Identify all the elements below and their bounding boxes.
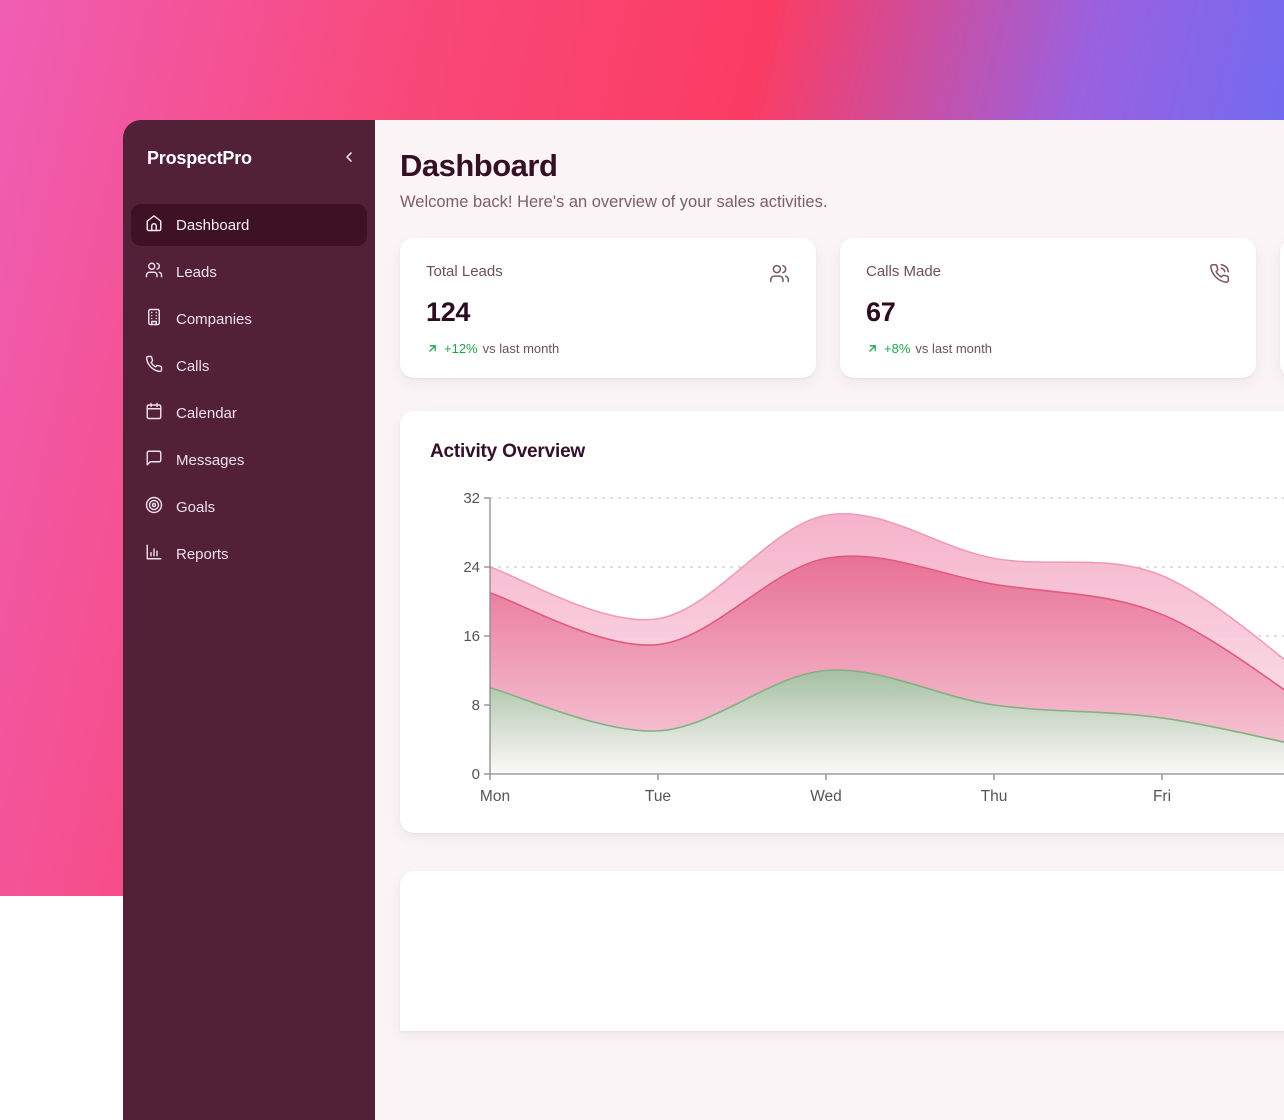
x-tick-label: Fri [1153, 788, 1171, 805]
page-subtitle: Welcome back! Here's an overview of your… [400, 193, 1284, 212]
sidebar-collapse-button[interactable] [341, 149, 357, 168]
sidebar-item-leads[interactable]: Leads [131, 251, 367, 293]
stat-value: 124 [426, 297, 790, 328]
sidebar-item-label: Dashboard [176, 217, 249, 234]
phone-icon [145, 355, 163, 377]
sidebar-item-messages[interactable]: Messages [131, 439, 367, 481]
y-tick-label: 0 [472, 766, 480, 783]
brand-logo: ProspectPro [147, 148, 252, 169]
x-tick-label: Mon [480, 788, 510, 805]
card-partial-bottom [400, 871, 1284, 1031]
sidebar: ProspectPro Dashboard Leads [123, 120, 375, 1120]
trend-suffix: vs last month [915, 341, 992, 356]
stat-label: Calls Made [866, 263, 941, 280]
chart-title: Activity Overview [430, 441, 1284, 463]
sidebar-nav: Dashboard Leads Companies Calls Calendar [131, 204, 367, 575]
calendar-icon [145, 402, 163, 424]
sidebar-item-label: Goals [176, 499, 215, 516]
trend-up-icon [866, 342, 879, 355]
bar-chart-icon [145, 543, 163, 565]
sidebar-header: ProspectPro [131, 144, 367, 172]
stat-card-partial [1280, 238, 1284, 378]
trend-up-icon [426, 342, 439, 355]
users-icon [769, 263, 790, 289]
stats-row: Total Leads 124 +12% vs last month Calls… [400, 238, 1284, 378]
sidebar-item-dashboard[interactable]: Dashboard [131, 204, 367, 246]
stat-card-total-leads: Total Leads 124 +12% vs last month [400, 238, 816, 378]
page-title: Dashboard [400, 148, 1284, 184]
y-tick-label: 16 [463, 628, 480, 645]
sidebar-item-reports[interactable]: Reports [131, 533, 367, 575]
activity-overview-card: Activity Overview 0 8 16 24 32 Mon Tue Wed Thu Fr… [400, 411, 1284, 833]
home-icon [145, 214, 163, 236]
message-square-icon [145, 449, 163, 471]
y-tick-label: 32 [463, 490, 480, 507]
stat-value: 67 [866, 297, 1230, 328]
trend-suffix: vs last month [483, 341, 560, 356]
chevron-left-icon [341, 149, 357, 168]
activity-chart: 0 8 16 24 32 Mon Tue Wed Thu Fri [430, 485, 1284, 810]
sidebar-item-label: Reports [176, 546, 229, 563]
trend-percentage: +8% [884, 341, 910, 356]
y-tick-label: 24 [463, 559, 480, 576]
x-tick-label: Tue [645, 788, 671, 805]
sidebar-item-goals[interactable]: Goals [131, 486, 367, 528]
stat-label: Total Leads [426, 263, 503, 280]
sidebar-item-label: Calls [176, 358, 209, 375]
building-icon [145, 308, 163, 330]
stat-card-calls-made: Calls Made 67 +8% vs last month [840, 238, 1256, 378]
y-tick-label: 8 [472, 697, 480, 714]
sidebar-item-calls[interactable]: Calls [131, 345, 367, 387]
trend-percentage: +12% [444, 341, 478, 356]
x-tick-label: Thu [981, 788, 1008, 805]
target-icon [145, 496, 163, 518]
sidebar-item-calendar[interactable]: Calendar [131, 392, 367, 434]
sidebar-item-label: Companies [176, 311, 252, 328]
sidebar-item-companies[interactable]: Companies [131, 298, 367, 340]
phone-call-icon [1209, 263, 1230, 289]
sidebar-item-label: Calendar [176, 405, 237, 422]
x-tick-label: Wed [810, 788, 842, 805]
sidebar-item-label: Leads [176, 264, 217, 281]
users-icon [145, 261, 163, 283]
app-window: ProspectPro Dashboard Leads [123, 120, 1284, 1120]
screenshot-root: { "app": { "brand": "ProspectPro" }, "si… [0, 0, 1284, 896]
main-content: Dashboard Welcome back! Here's an overvi… [375, 120, 1284, 1120]
gradient-background: ProspectPro Dashboard Leads [0, 0, 1284, 896]
sidebar-item-label: Messages [176, 452, 244, 469]
